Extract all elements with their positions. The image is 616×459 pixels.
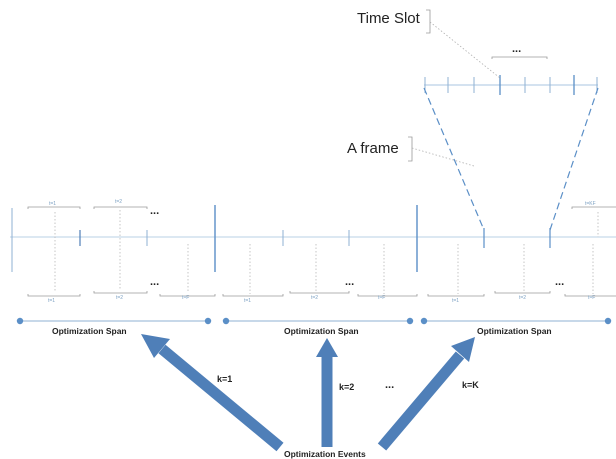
ellipsis: ... xyxy=(150,276,159,288)
slot-label-bottom: t=F xyxy=(588,295,595,301)
dotted-guides xyxy=(54,210,599,294)
event-label-k2: k=2 xyxy=(339,382,354,392)
a-frame-label: A frame xyxy=(347,140,399,157)
time-slot-label: Time Slot xyxy=(357,10,421,27)
zoom-slot-bracket xyxy=(491,56,548,59)
span-label: Optimization Span xyxy=(52,326,127,336)
slot-label-bottom: t=1 xyxy=(452,298,459,304)
slot-label-top: t=1 xyxy=(49,201,56,207)
slot-label-bottom: t=1 xyxy=(48,298,55,304)
arrow-kK-head xyxy=(451,337,475,362)
optimization-events-label: Optimization Events xyxy=(284,449,366,459)
slot-label-bottom: t=F xyxy=(182,295,189,301)
span-1 xyxy=(16,317,212,325)
slot-label-bottom: t=1 xyxy=(244,298,251,304)
span-label: Optimization Span xyxy=(284,326,359,336)
arrow-k2-head xyxy=(316,338,338,357)
ellipsis: ... xyxy=(345,276,354,288)
slot-label-bottom: t=F xyxy=(378,295,385,301)
slot-label-top: t=2 xyxy=(115,199,122,205)
ellipsis: ... xyxy=(555,276,564,288)
ellipsis: ... xyxy=(150,205,159,217)
span-label: Optimization Span xyxy=(477,326,552,336)
slot-label-top: t=KF xyxy=(585,201,596,207)
slot-label-bottom: t=2 xyxy=(311,295,318,301)
span-2 xyxy=(222,317,414,325)
slot-label-bottom: t=2 xyxy=(116,295,123,301)
a-frame-callout-bracket xyxy=(408,136,413,162)
top-brackets xyxy=(27,206,616,209)
time-slot-leader xyxy=(429,21,501,79)
arrow-kK-shaft xyxy=(377,351,465,451)
slot-label-bottom: t=2 xyxy=(519,295,526,301)
time-slot-callout-bracket xyxy=(426,9,431,34)
ellipsis: ... xyxy=(385,379,394,391)
span-3 xyxy=(420,317,612,325)
a-frame-leader xyxy=(411,147,475,167)
arrow-k1-shaft xyxy=(158,344,284,452)
event-label-kK: k=K xyxy=(462,380,479,390)
zoom-funnel-right xyxy=(549,87,599,231)
zoom-ticks-bold xyxy=(499,75,575,95)
ellipsis: ... xyxy=(512,43,521,55)
bottom-brackets xyxy=(27,291,616,297)
arrow-k1-head xyxy=(141,334,170,358)
zoom-funnel-left xyxy=(423,87,485,231)
event-label-k1: k=1 xyxy=(217,374,232,384)
